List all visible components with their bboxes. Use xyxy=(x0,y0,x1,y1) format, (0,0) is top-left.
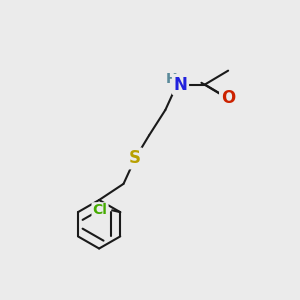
Text: S: S xyxy=(129,149,141,167)
Text: Cl: Cl xyxy=(93,203,107,217)
Text: O: O xyxy=(221,89,235,107)
Text: N: N xyxy=(174,76,188,94)
Text: H: H xyxy=(165,72,177,86)
